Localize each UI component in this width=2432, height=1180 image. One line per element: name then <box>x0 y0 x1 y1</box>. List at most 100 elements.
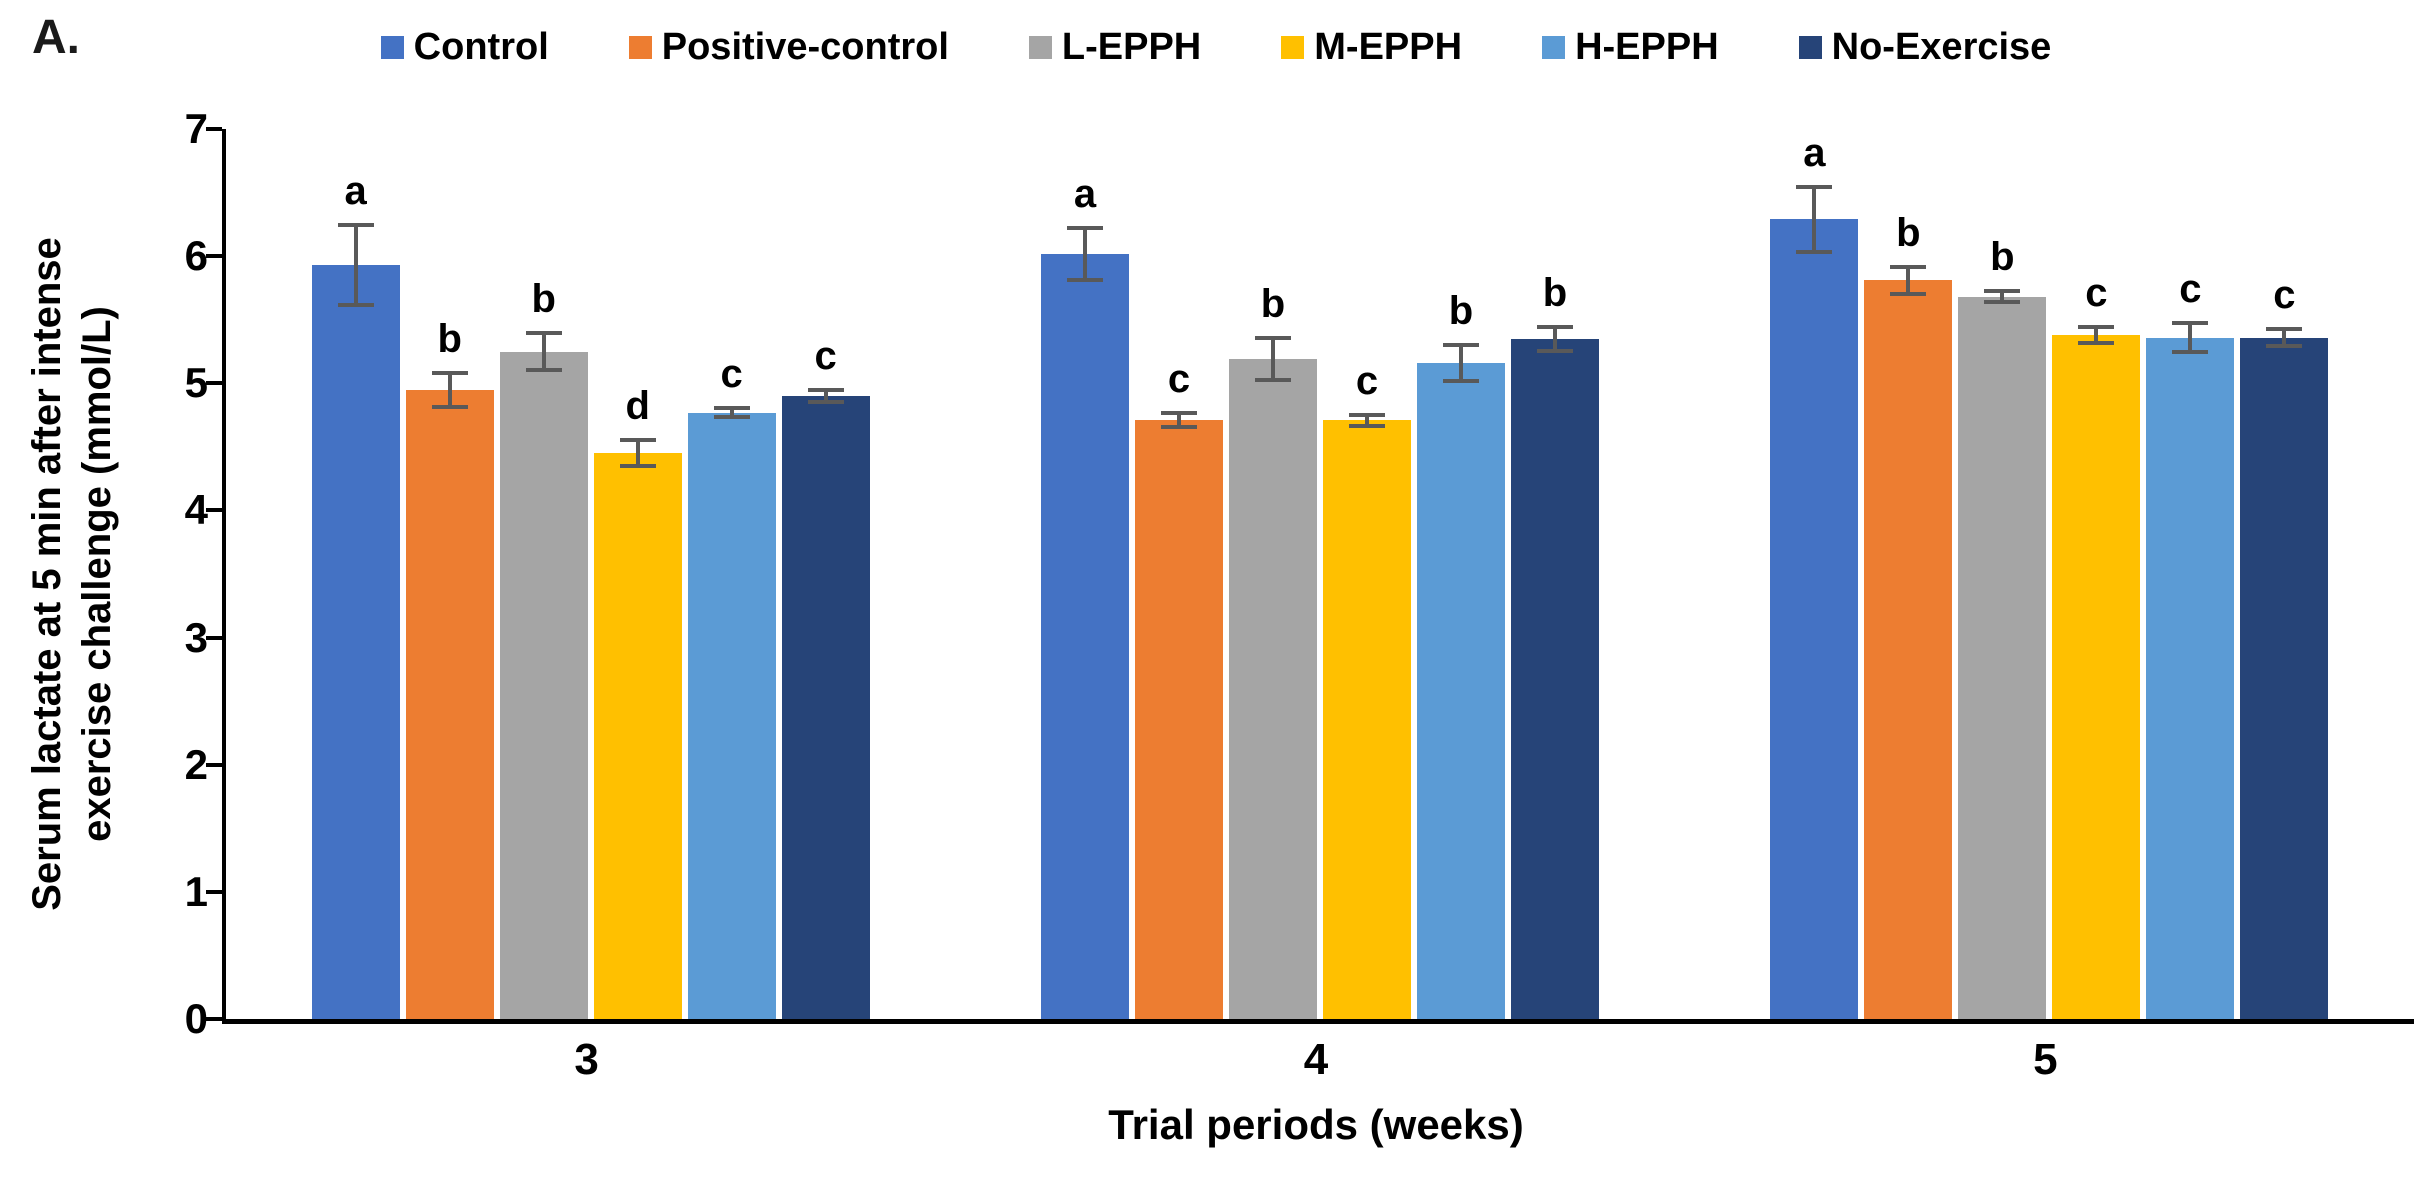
legend-swatch-icon <box>1798 36 1822 59</box>
error-bar-line <box>1812 188 1817 250</box>
y-tick-mark <box>206 762 222 767</box>
legend-label: Control <box>413 26 549 68</box>
significance-letter: b <box>1448 288 1474 333</box>
bar-no-exercise-week-5: c <box>2240 275 2329 1019</box>
bar-positive-control-week-4: c <box>1134 359 1223 1019</box>
y-tick-label: 3 <box>184 613 208 661</box>
bar-h-epph-week-3: c <box>687 354 776 1019</box>
bar-control-week-4: a <box>1040 174 1129 1019</box>
significance-letter: c <box>2085 270 2108 315</box>
legend-label: H-EPPH <box>1575 26 1719 68</box>
error-bar <box>713 406 750 419</box>
panel-label: A. <box>32 11 80 64</box>
error-bar <box>525 331 562 372</box>
bar-no-exercise-week-3: c <box>781 336 870 1019</box>
significance-letter: b <box>531 277 556 322</box>
y-tick-mark <box>206 635 222 640</box>
legend-item-h-epph: H-EPPH <box>1542 26 1719 69</box>
x-axis-title: Trial periods (weeks) <box>1108 1101 1524 1148</box>
significance-letter: c <box>2179 267 2202 311</box>
bar-m-epph-week-4: c <box>1322 361 1411 1019</box>
error-bar <box>807 388 844 404</box>
significance-letter: c <box>720 352 743 397</box>
bar-l-epph-week-3: b <box>499 279 588 1019</box>
significance-letter: b <box>1260 282 1286 327</box>
bar-h-epph-week-5: c <box>2146 269 2235 1019</box>
bar-group-week-3: a b b d c c <box>226 129 955 1019</box>
y-axis-title-wrap: Serum lactate at 5 min after intense exe… <box>14 129 130 1019</box>
bar-l-epph-week-5: b <box>1958 237 2047 1019</box>
significance-letter: c <box>814 334 837 379</box>
y-tick-mark <box>206 127 222 131</box>
legend-swatch-icon <box>628 36 652 59</box>
significance-letter: a <box>1803 130 1826 175</box>
legend: Control Positive-control L-EPPH M-EPPH H-EPP… <box>0 26 2432 69</box>
legend-label: M-EPPH <box>1314 26 1463 68</box>
error-bar <box>1066 225 1103 282</box>
bar-h-epph-week-4: b <box>1416 291 1505 1019</box>
error-bar-line <box>447 374 452 405</box>
legend-swatch-icon <box>1028 36 1052 59</box>
error-bar-line <box>541 335 546 368</box>
significance-letter: c <box>2273 273 2296 318</box>
y-tick-label: 5 <box>184 359 208 407</box>
error-bar-line <box>1270 340 1275 379</box>
significance-letter: c <box>1167 357 1191 402</box>
y-axis-title-line1: Serum lactate at 5 min after intense <box>25 237 70 911</box>
bar-control-week-3: a <box>311 171 400 1019</box>
significance-letter: b <box>1542 270 1568 315</box>
error-bar-line <box>1458 346 1463 380</box>
y-tick-mark <box>206 508 222 513</box>
x-tick-label-week-3: 3 <box>574 1035 599 1084</box>
error-bar <box>1890 265 1927 296</box>
legend-label: No-Exercise <box>1831 26 2052 68</box>
error-bar-line <box>2094 328 2099 342</box>
significance-letter: b <box>1990 235 2015 280</box>
error-bar-line <box>353 227 358 303</box>
error-bar <box>1254 336 1291 383</box>
legend-label: L-EPPH <box>1061 26 1202 68</box>
legend-item-no-exercise: No-Exercise <box>1798 26 2052 69</box>
y-tick-mark <box>206 889 222 894</box>
error-bar <box>619 437 656 469</box>
legend-swatch-icon <box>1281 36 1305 59</box>
error-bar <box>1984 289 2021 305</box>
error-bar-line <box>2188 325 2193 351</box>
significance-letter: c <box>1355 358 1379 403</box>
error-bar <box>1160 411 1197 430</box>
y-tick-label: 2 <box>184 740 208 788</box>
error-bar-line <box>635 441 640 465</box>
bar-no-exercise-week-4: b <box>1510 273 1599 1019</box>
significance-letter: d <box>625 383 650 428</box>
legend-item-l-epph: L-EPPH <box>1028 26 1202 69</box>
y-axis-title: Serum lactate at 5 min after intense exe… <box>22 237 122 911</box>
error-bar-line <box>1552 328 1557 349</box>
error-bar <box>1442 342 1479 384</box>
bar-control-week-5: a <box>1770 133 1859 1019</box>
bar-m-epph-week-3: d <box>593 386 682 1019</box>
y-axis-title-line2: exercise challenge (mmol/L) <box>75 306 120 842</box>
error-bar <box>1796 184 1833 254</box>
significance-letter: a <box>344 169 367 214</box>
error-bar-line <box>729 410 734 415</box>
x-tick-label-week-4: 4 <box>1303 1035 1329 1084</box>
significance-letter: a <box>1073 171 1097 216</box>
error-bar <box>1536 324 1573 353</box>
y-tick-label: 1 <box>184 867 208 915</box>
error-bar-line <box>2282 331 2287 344</box>
error-bar <box>2266 327 2303 348</box>
y-tick-label: 0 <box>184 995 208 1042</box>
y-tick-label: 6 <box>184 232 208 280</box>
legend-swatch-icon <box>380 36 404 59</box>
x-tick-label-week-5: 5 <box>2033 1035 2058 1084</box>
error-bar <box>337 223 374 307</box>
y-tick-mark <box>206 1017 222 1021</box>
plot-area: a b b d c c a c b c b b a b b c c c <box>206 127 2414 1024</box>
bar-m-epph-week-5: c <box>2052 273 2141 1019</box>
bar-l-epph-week-4: b <box>1228 284 1317 1019</box>
significance-letter: b <box>437 316 462 361</box>
legend-label: Positive-control <box>661 26 949 68</box>
error-bar <box>2172 321 2209 355</box>
error-bar <box>431 370 468 409</box>
